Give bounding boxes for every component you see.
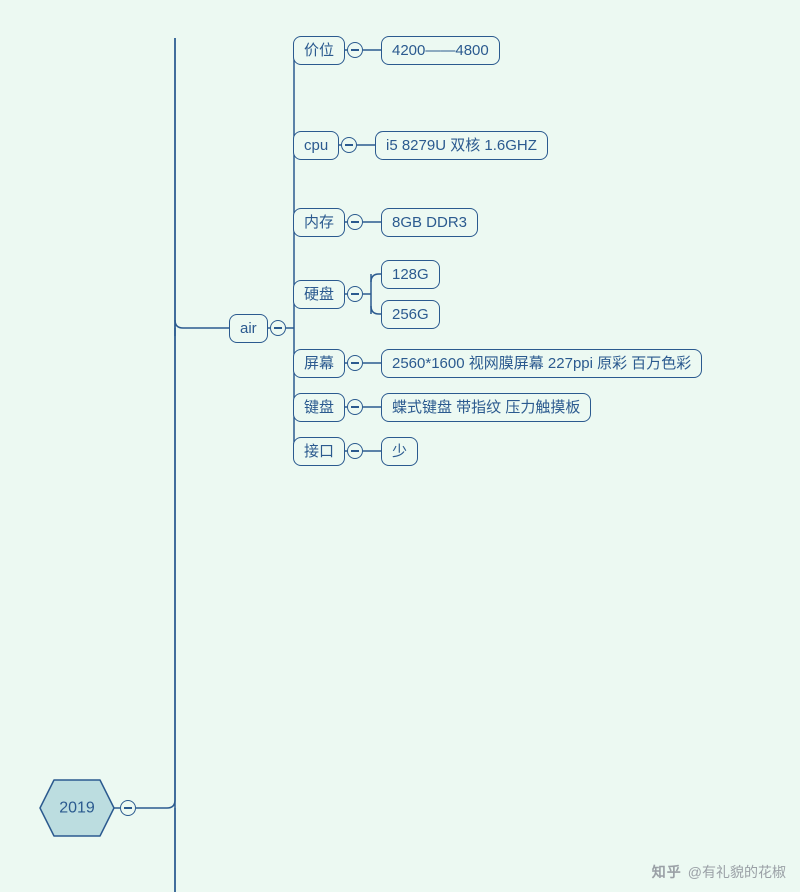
watermark-author: @有礼貌的花椒 xyxy=(688,862,786,882)
node-ports[interactable]: 接口 xyxy=(293,437,345,466)
svg-text:2019: 2019 xyxy=(59,800,95,817)
leaf-ports-0[interactable]: 少 xyxy=(381,437,418,466)
node-screen[interactable]: 屏幕 xyxy=(293,349,345,378)
node-cpu[interactable]: cpu xyxy=(293,131,339,160)
leaf-cpu-0[interactable]: i5 8279U 双核 1.6GHZ xyxy=(375,131,548,160)
toggle-price[interactable] xyxy=(347,42,363,58)
root-node[interactable]: 2019 xyxy=(40,780,114,836)
toggle-ram[interactable] xyxy=(347,214,363,230)
node-keyboard[interactable]: 键盘 xyxy=(293,393,345,422)
node-air[interactable]: air xyxy=(229,314,268,343)
leaf-keyboard-0[interactable]: 蝶式键盘 带指纹 压力触摸板 xyxy=(381,393,591,422)
root-toggle[interactable] xyxy=(120,800,136,816)
toggle-keyboard[interactable] xyxy=(347,399,363,415)
leaf-ram-0[interactable]: 8GB DDR3 xyxy=(381,208,478,237)
node-ram[interactable]: 内存 xyxy=(293,208,345,237)
leaf-screen-0[interactable]: 2560*1600 视网膜屏幕 227ppi 原彩 百万色彩 xyxy=(381,349,702,378)
toggle-screen[interactable] xyxy=(347,355,363,371)
zhihu-logo: 知乎 xyxy=(652,862,682,882)
node-price[interactable]: 价位 xyxy=(293,36,345,65)
leaf-disk-1[interactable]: 256G xyxy=(381,300,440,329)
toggle-cpu[interactable] xyxy=(341,137,357,153)
toggle-air[interactable] xyxy=(270,320,286,336)
node-disk[interactable]: 硬盘 xyxy=(293,280,345,309)
toggle-disk[interactable] xyxy=(347,286,363,302)
toggle-ports[interactable] xyxy=(347,443,363,459)
leaf-disk-0[interactable]: 128G xyxy=(381,260,440,289)
watermark: 知乎 @有礼貌的花椒 xyxy=(652,862,786,882)
leaf-price-0[interactable]: 4200——4800 xyxy=(381,36,500,65)
